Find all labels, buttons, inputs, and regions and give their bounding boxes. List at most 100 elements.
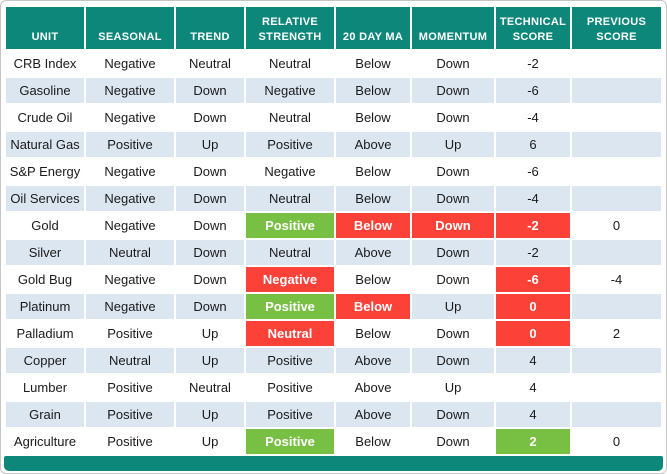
value-cell: -6 (496, 159, 570, 184)
column-header-seasonal: SEASONAL (86, 7, 174, 49)
value-cell: Up (176, 321, 244, 346)
value-cell: Neutral (86, 348, 174, 373)
value-cell: Neutral (246, 240, 334, 265)
value-cell: Below (336, 105, 410, 130)
value-cell: Down (176, 186, 244, 211)
value-cell: Positive (246, 429, 334, 454)
table-row: Crude Oil Negative Down Neutral Below Down -4 (6, 105, 661, 130)
value-cell: Down (176, 78, 244, 103)
value-cell: Neutral (246, 321, 334, 346)
value-cell: Negative (86, 105, 174, 130)
value-cell: Negative (86, 267, 174, 292)
value-cell: Negative (86, 294, 174, 319)
value-cell: Above (336, 240, 410, 265)
value-cell: Up (412, 294, 494, 319)
value-cell: 0 (496, 294, 570, 319)
value-cell: Above (336, 402, 410, 427)
unit-cell: Platinum (6, 294, 84, 319)
value-cell: Down (176, 294, 244, 319)
table-row: Lumber Positive Neutral Positive Above Up 4 (6, 375, 661, 400)
value-cell (572, 105, 661, 130)
value-cell: 0 (572, 213, 661, 238)
column-header-relative-strength: RELATIVE STRENGTH (246, 7, 334, 49)
unit-cell: Copper (6, 348, 84, 373)
value-cell: Below (336, 78, 410, 103)
unit-cell: S&P Energy (6, 159, 84, 184)
table-row: CRB Index Negative Neutral Neutral Below Down… (6, 51, 661, 76)
unit-cell: Palladium (6, 321, 84, 346)
value-cell: Down (412, 240, 494, 265)
unit-cell: Silver (6, 240, 84, 265)
value-cell: Down (412, 51, 494, 76)
value-cell (572, 159, 661, 184)
value-cell: Down (412, 159, 494, 184)
unit-cell: Gasoline (6, 78, 84, 103)
value-cell: Negative (86, 159, 174, 184)
value-cell: 0 (496, 321, 570, 346)
value-cell: Neutral (246, 105, 334, 130)
unit-cell: Agriculture (6, 429, 84, 454)
value-cell: Down (412, 213, 494, 238)
value-cell (572, 51, 661, 76)
column-header-technical-score: TECHNICAL SCORE (496, 7, 570, 49)
value-cell: -2 (496, 51, 570, 76)
table-row: Copper Neutral Up Positive Above Down 4 (6, 348, 661, 373)
column-header-previous-score: PREVIOUS SCORE (572, 7, 661, 49)
value-cell: Positive (246, 213, 334, 238)
value-cell (572, 294, 661, 319)
value-cell: Up (176, 402, 244, 427)
value-cell (572, 78, 661, 103)
value-cell: Positive (86, 429, 174, 454)
column-header-20-day-ma: 20 DAY MA (336, 7, 410, 49)
value-cell: -4 (572, 267, 661, 292)
value-cell (572, 402, 661, 427)
table-row: Gold Bug Negative Down Negative Below Down -6-… (6, 267, 661, 292)
value-cell: Below (336, 267, 410, 292)
value-cell: -6 (496, 78, 570, 103)
value-cell: Down (176, 240, 244, 265)
value-cell: 4 (496, 402, 570, 427)
value-cell: Negative (86, 186, 174, 211)
table-row: Natural Gas Positive Up Positive Above Up 6 (6, 132, 661, 157)
value-cell (572, 348, 661, 373)
value-cell: 2 (572, 321, 661, 346)
value-cell: 2 (496, 429, 570, 454)
value-cell (572, 186, 661, 211)
value-cell: Down (412, 267, 494, 292)
value-cell: Positive (246, 294, 334, 319)
value-cell: Down (176, 213, 244, 238)
value-cell: Below (336, 186, 410, 211)
table-row: Oil Services Negative Down Neutral Below Down… (6, 186, 661, 211)
value-cell: Up (176, 348, 244, 373)
value-cell: Down (412, 186, 494, 211)
value-cell: Above (336, 375, 410, 400)
header-row: UNIT SEASONAL TREND RELATIVE STRENGTH 20 DAY… (6, 7, 661, 49)
table-row: Agriculture Positive Up Positive Below Down 2 0 (6, 429, 661, 454)
value-cell: Up (176, 429, 244, 454)
table-row: Grain Positive Up Positive Above Down 4 (6, 402, 661, 427)
value-cell: Neutral (176, 375, 244, 400)
value-cell: Negative (86, 78, 174, 103)
technical-score-table: UNIT SEASONAL TREND RELATIVE STRENGTH 20 DAY… (4, 5, 663, 456)
value-cell (572, 240, 661, 265)
value-cell: 0 (572, 429, 661, 454)
value-cell: 4 (496, 375, 570, 400)
value-cell: Down (412, 105, 494, 130)
value-cell: 6 (496, 132, 570, 157)
unit-cell: Gold Bug (6, 267, 84, 292)
table-row: Gold Negative Down Positive Below Down -2 0 (6, 213, 661, 238)
value-cell: Below (336, 429, 410, 454)
value-cell: Neutral (246, 51, 334, 76)
table-row: Platinum Negative Down Positive Below Up 0 (6, 294, 661, 319)
value-cell: Positive (86, 132, 174, 157)
table-header: UNIT SEASONAL TREND RELATIVE STRENGTH 20 DAY… (6, 7, 661, 49)
value-cell: Down (412, 402, 494, 427)
value-cell: -2 (496, 240, 570, 265)
value-cell: Neutral (176, 51, 244, 76)
unit-cell: Grain (6, 402, 84, 427)
value-cell: Up (412, 132, 494, 157)
value-cell: Positive (246, 402, 334, 427)
value-cell: Positive (86, 402, 174, 427)
value-cell: -4 (496, 186, 570, 211)
